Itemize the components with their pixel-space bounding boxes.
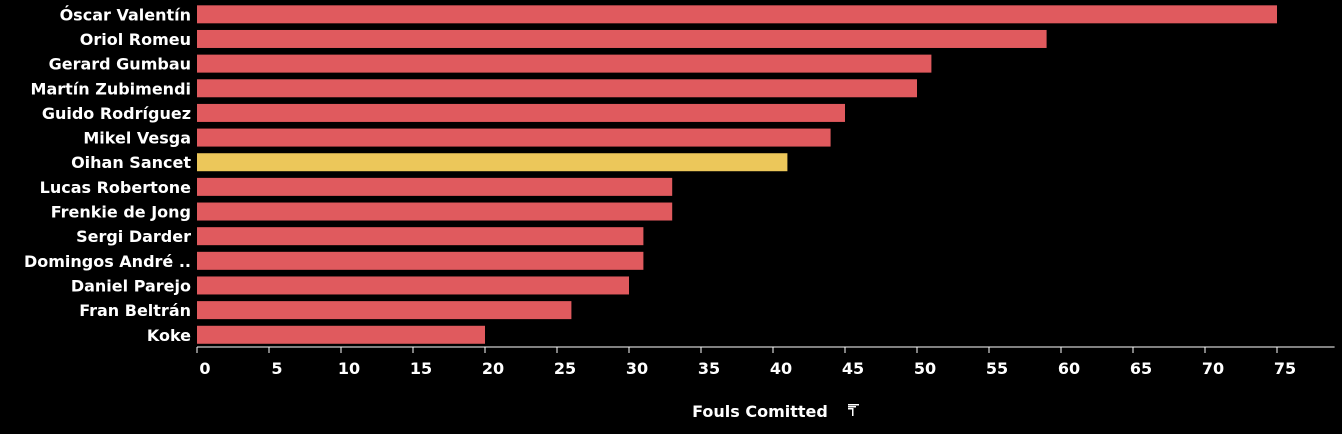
category-label: Martín Zubimendi: [31, 79, 191, 98]
category-label: Oriol Romeu: [80, 30, 191, 49]
category-label: Óscar Valentín: [60, 5, 191, 24]
bar[interactable]: [197, 128, 831, 147]
bar[interactable]: [197, 153, 788, 172]
x-tick-label: 20: [482, 359, 504, 378]
category-label: Guido Rodríguez: [42, 104, 191, 123]
category-label: Koke: [147, 326, 191, 345]
category-label: Frenkie de Jong: [51, 203, 191, 222]
x-tick-label: 65: [1130, 359, 1152, 378]
bar[interactable]: [197, 325, 485, 344]
bars-group: [197, 5, 1277, 344]
x-tick-label: 35: [698, 359, 720, 378]
sort-descending-icon[interactable]: [848, 404, 859, 416]
category-labels: Óscar Valentín Oriol Romeu Gerard Gumbau Ma…: [24, 5, 191, 344]
x-tick-label: 0: [199, 359, 210, 378]
sort-icon-stroke: [848, 404, 859, 406]
category-label: Oihan Sancet: [71, 153, 191, 172]
category-label: Gerard Gumbau: [49, 55, 191, 74]
bar[interactable]: [197, 301, 572, 320]
x-tick-label: 5: [271, 359, 282, 378]
category-label: Sergi Darder: [76, 227, 191, 246]
category-label: Lucas Robertone: [40, 178, 192, 197]
x-tick-label: 15: [410, 359, 432, 378]
sort-icon-stroke: [848, 406, 856, 408]
x-tick-label: 45: [842, 359, 864, 378]
category-label: Domingos André ..: [24, 252, 191, 271]
sort-icon-stroke: [848, 408, 853, 410]
x-tick-label: 50: [914, 359, 936, 378]
bar[interactable]: [197, 251, 644, 270]
x-tick-label: 40: [770, 359, 792, 378]
x-tick-label: 60: [1058, 359, 1080, 378]
x-tick-label: 30: [626, 359, 648, 378]
x-tick-label: 55: [986, 359, 1008, 378]
x-tick-label: 10: [338, 359, 360, 378]
category-label: Mikel Vesga: [83, 129, 191, 148]
x-axis-ticks: 0 5 10 15 20 25 30 35 40 45 50 55 60 65 70 75: [196, 347, 1296, 378]
x-tick-label: 75: [1274, 359, 1296, 378]
bar[interactable]: [197, 5, 1277, 24]
bar[interactable]: [197, 276, 629, 295]
category-label: Fran Beltrán: [79, 301, 191, 320]
x-tick-label: 25: [554, 359, 576, 378]
bar[interactable]: [197, 227, 644, 246]
sort-icon-stem: [852, 408, 854, 416]
bar[interactable]: [197, 177, 673, 196]
x-tick-label: 70: [1202, 359, 1224, 378]
bar[interactable]: [197, 103, 845, 122]
bar[interactable]: [197, 54, 932, 73]
bar[interactable]: [197, 29, 1047, 48]
bar[interactable]: [197, 202, 673, 221]
x-axis-title: Fouls Comitted: [692, 402, 828, 421]
category-label: Daniel Parejo: [71, 276, 191, 295]
bar[interactable]: [197, 79, 917, 98]
